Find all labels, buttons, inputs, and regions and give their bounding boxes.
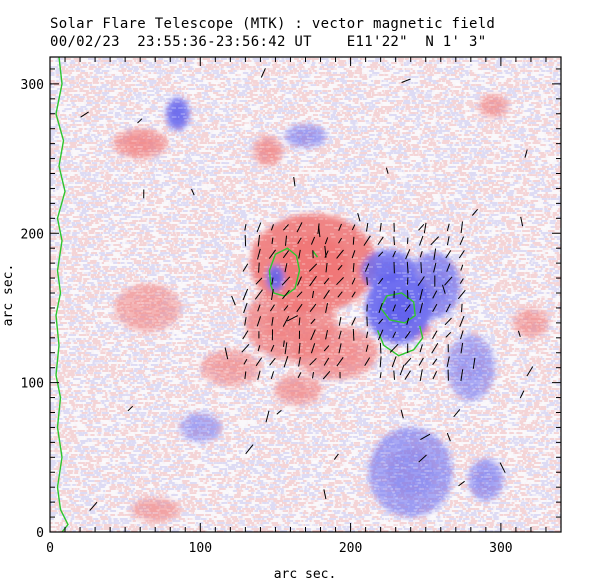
- magnetogram-image: [50, 57, 569, 532]
